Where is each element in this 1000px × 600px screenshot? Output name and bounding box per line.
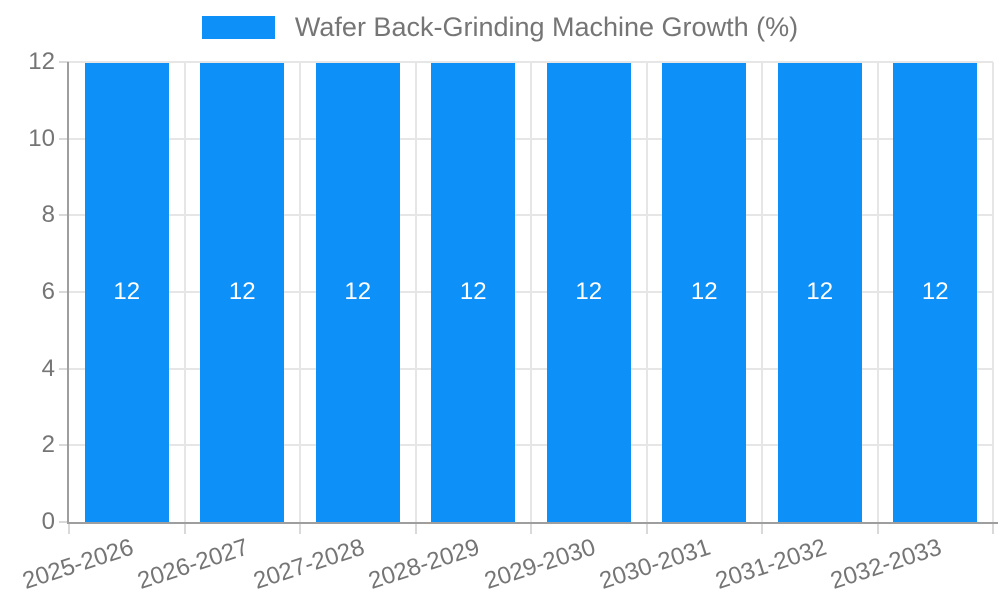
gridline-vertical xyxy=(530,62,532,522)
x-axis-label: 2028-2029 xyxy=(365,533,484,595)
bar-value-label: 12 xyxy=(228,278,256,305)
x-axis-tick xyxy=(68,522,70,534)
y-axis-tick xyxy=(59,61,69,63)
y-axis-tick xyxy=(59,444,69,447)
bar[interactable] xyxy=(84,63,169,522)
bar[interactable] xyxy=(431,63,516,522)
y-axis-tick xyxy=(59,367,69,370)
y-axis-tick xyxy=(59,214,69,217)
y-axis-tick xyxy=(59,521,69,523)
y-axis-label: 8 xyxy=(41,201,55,229)
x-axis-line xyxy=(67,522,998,524)
gridline-vertical xyxy=(876,62,879,522)
y-axis-label: 2 xyxy=(41,431,55,459)
x-axis-label: 2032-2033 xyxy=(827,533,946,595)
bar-value-label: 12 xyxy=(575,278,603,305)
bar[interactable] xyxy=(546,63,631,522)
legend-swatch-icon xyxy=(201,15,275,39)
x-axis-label: 2026-2027 xyxy=(134,533,253,595)
x-axis-label: 2029-2030 xyxy=(481,533,599,595)
gridline-vertical xyxy=(414,62,417,522)
x-axis-tick xyxy=(299,522,301,534)
bar[interactable] xyxy=(777,63,862,522)
y-axis-label: 6 xyxy=(41,278,55,305)
y-axis-tick xyxy=(59,137,69,140)
x-axis-tick xyxy=(761,522,763,534)
bar[interactable] xyxy=(662,63,747,522)
y-axis-label: 0 xyxy=(41,508,55,535)
y-axis-tick xyxy=(59,291,69,293)
x-axis-tick xyxy=(992,522,994,534)
bar-value-label: 12 xyxy=(806,278,834,305)
chart-legend[interactable]: Wafer Back-Grinding Machine Growth (%) xyxy=(0,12,1000,42)
bar-value-label: 12 xyxy=(921,278,949,305)
bar-value-label: 12 xyxy=(344,278,372,305)
bar[interactable] xyxy=(893,63,978,522)
x-axis-tick xyxy=(183,522,186,534)
bar-value-label: 12 xyxy=(690,278,718,305)
legend-label: Wafer Back-Grinding Machine Growth (%) xyxy=(294,12,799,42)
bar-value-label: 12 xyxy=(459,278,487,305)
gridline-vertical xyxy=(299,62,301,522)
bar[interactable] xyxy=(315,63,400,522)
x-axis-label: 2025-2026 xyxy=(19,533,137,595)
gridline-vertical xyxy=(761,62,763,522)
x-axis-label: 2027-2028 xyxy=(250,533,368,595)
y-axis-label: 12 xyxy=(28,48,55,75)
y-axis-label: 10 xyxy=(28,124,55,152)
bar-value-label: 12 xyxy=(113,278,141,305)
gridline-vertical xyxy=(183,62,186,522)
x-axis-tick xyxy=(530,522,532,534)
gridline-vertical xyxy=(645,62,648,522)
bar[interactable] xyxy=(200,63,285,522)
x-axis-label: 2030-2031 xyxy=(596,533,715,595)
x-axis-tick xyxy=(645,522,648,534)
x-axis-label: 2031-2032 xyxy=(712,533,830,595)
x-axis-tick xyxy=(414,522,417,534)
y-axis-label: 4 xyxy=(41,354,55,382)
gridline-vertical xyxy=(992,62,994,522)
y-axis-line xyxy=(67,62,69,522)
x-axis-tick xyxy=(876,522,879,534)
